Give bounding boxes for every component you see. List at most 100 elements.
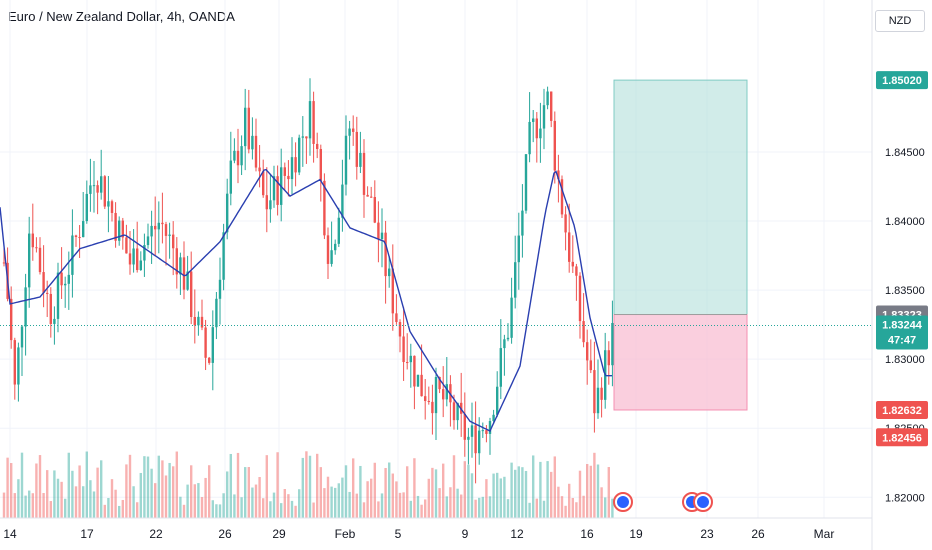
candle-body	[535, 118, 538, 139]
candle-body	[373, 196, 376, 223]
candle-body	[13, 340, 16, 385]
candle-body	[524, 154, 528, 211]
target-zone[interactable]	[613, 79, 748, 316]
volume-bar	[391, 473, 394, 518]
volume-bar	[290, 500, 294, 518]
volume-bar	[334, 487, 337, 518]
volume-bar	[31, 493, 34, 518]
volume-bar	[611, 498, 614, 518]
volume-bar	[13, 493, 16, 518]
candle-body	[467, 436, 470, 440]
volume-bar	[204, 477, 207, 518]
volume-bar	[175, 451, 178, 518]
volume-bar	[341, 477, 344, 518]
candle-body	[427, 400, 430, 402]
candle-body	[85, 193, 88, 222]
volume-bar	[272, 492, 276, 518]
candle-body	[532, 118, 535, 122]
volume-bar	[485, 479, 488, 518]
volume-bar	[323, 488, 326, 518]
candle-body	[463, 413, 466, 440]
candle-body	[488, 421, 492, 434]
candle-body	[406, 362, 409, 364]
volume-bar	[434, 469, 438, 518]
volume-bar	[596, 464, 600, 518]
candle-body	[200, 316, 204, 328]
time-tick-label: 26	[751, 527, 765, 541]
candle-body	[283, 167, 286, 176]
volume-bar	[463, 461, 466, 518]
time-tick-label: Feb	[335, 527, 356, 541]
volume-bar	[114, 489, 117, 518]
volume-bar	[143, 456, 146, 518]
volume-bar	[233, 494, 236, 518]
volume-bar	[560, 496, 564, 518]
volume-bar	[546, 461, 549, 518]
candle-body	[157, 222, 160, 230]
earnings-icon[interactable]	[693, 492, 713, 512]
candle-body	[366, 194, 369, 197]
volume-bar	[244, 467, 247, 518]
volume-bar	[301, 457, 304, 518]
volume-bar	[395, 481, 398, 518]
candle-body	[434, 376, 438, 414]
candle-body	[100, 176, 103, 193]
candle-body	[161, 222, 164, 225]
candle-body	[312, 101, 315, 144]
volume-bar	[406, 466, 409, 518]
volume-bar	[218, 504, 222, 518]
volume-bar	[481, 496, 484, 518]
volume-bar	[190, 465, 193, 518]
volume-bar	[215, 504, 218, 518]
time-tick-label: 16	[580, 527, 594, 541]
volume-bar	[557, 486, 560, 518]
candle-body	[89, 185, 92, 194]
volume-bar	[449, 487, 452, 518]
candle-body	[560, 179, 564, 215]
stop-zone[interactable]	[613, 314, 748, 411]
long-position-tool[interactable]	[613, 79, 748, 411]
candle-body	[330, 250, 333, 264]
event-markers[interactable]	[613, 492, 713, 512]
volume-bar	[553, 456, 556, 518]
volume-bar	[132, 486, 135, 518]
volume-bar	[42, 493, 45, 518]
time-axis[interactable]: 14 17 22 26 29 Feb 5 9 12 16 19 23 26 Mar	[3, 527, 834, 541]
volume-bar	[438, 488, 441, 518]
volume-bar	[128, 454, 132, 518]
time-tick-label: 17	[80, 527, 94, 541]
candle-body	[56, 272, 60, 319]
currency-selector[interactable]: NZD	[875, 10, 925, 32]
chart-title: Euro / New Zealand Dollar, 4h, OANDA	[8, 9, 235, 24]
earnings-icon[interactable]	[613, 492, 633, 512]
volume-bar	[103, 504, 106, 518]
candle-body	[416, 374, 420, 387]
candle-body	[265, 195, 268, 210]
volume-bar	[107, 497, 110, 518]
candle-body	[53, 318, 56, 324]
volume-bar	[179, 496, 182, 518]
candle-body	[355, 131, 358, 167]
time-tick-label: 14	[3, 527, 17, 541]
candle-body	[236, 150, 240, 166]
candle-body	[164, 224, 168, 236]
volume-bar	[82, 486, 85, 518]
volume-bar	[578, 470, 582, 518]
volume-bar	[236, 452, 240, 518]
candle-body	[409, 355, 412, 363]
candle-body	[20, 326, 24, 348]
volume-bar	[146, 456, 150, 518]
candle-body	[172, 234, 175, 249]
candle-body	[542, 105, 546, 129]
candle-body	[445, 384, 448, 400]
volume-bar	[172, 466, 175, 518]
candle-body	[17, 347, 20, 385]
volume-bar	[71, 470, 74, 518]
volume-bar	[359, 465, 362, 518]
candle-body	[510, 297, 513, 338]
volume-bar	[373, 462, 376, 518]
candle-body	[398, 322, 402, 337]
candle-body	[208, 357, 211, 363]
candle-body	[316, 143, 319, 149]
